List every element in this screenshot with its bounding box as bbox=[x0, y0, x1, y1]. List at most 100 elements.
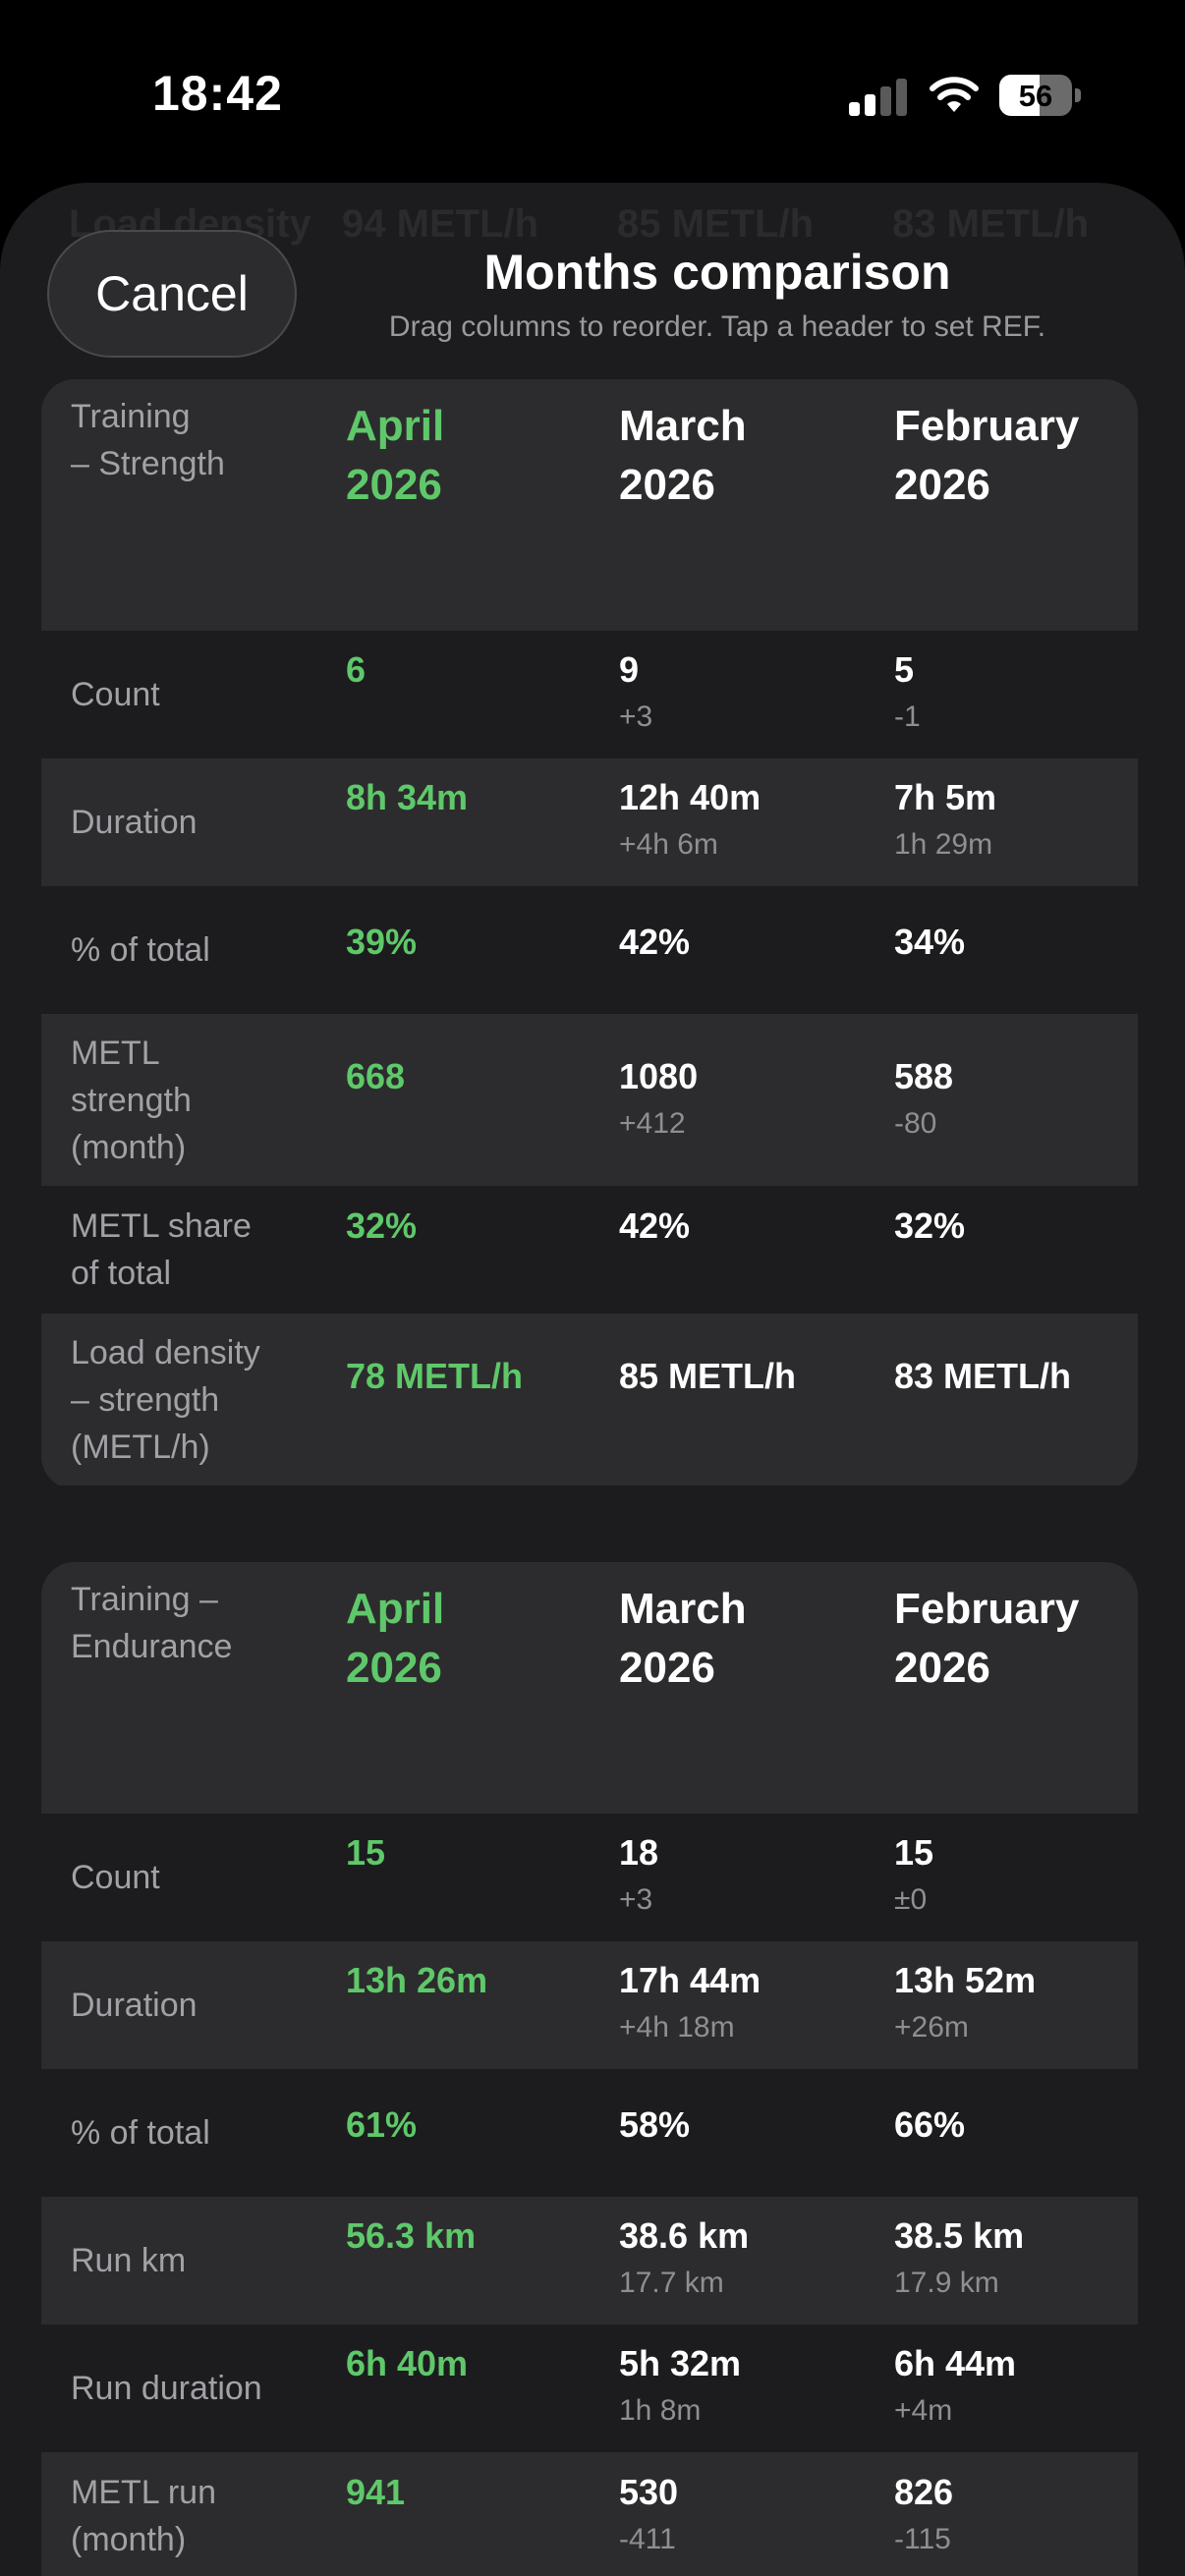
cell-delta: 17.7 km bbox=[619, 2267, 724, 2299]
table-cell: 5h 32m 1h 8m bbox=[619, 2340, 875, 2435]
table-cell: 32% bbox=[894, 1203, 1138, 1250]
page-subtitle: Drag columns to reorder. Tap a header to… bbox=[388, 310, 1046, 343]
column-header-2[interactable]: February 2026 bbox=[894, 402, 1080, 509]
table-row: Run duration 6h 40m 5h 32m 1h 8m 6h 44m +4m bbox=[41, 2324, 1138, 2452]
row-label: METL strength (month) bbox=[71, 1034, 192, 1166]
cell-delta: +3 bbox=[619, 700, 653, 733]
cell-value: 7h 5m bbox=[894, 777, 997, 817]
table-cell: 15 bbox=[346, 1829, 601, 1876]
cell-value: 15 bbox=[894, 1832, 934, 1873]
cell-delta: -80 bbox=[894, 1106, 937, 1140]
table-cell: 32% bbox=[346, 1203, 601, 1250]
cell-value: 66% bbox=[894, 2104, 966, 2145]
table-cell: 826 -115 bbox=[894, 2469, 1138, 2563]
cell-value: 13h 52m bbox=[894, 1960, 1037, 2000]
table-row: METL run (month) 941 530 -411 826 -115 bbox=[41, 2452, 1138, 2576]
table-cell: 34% bbox=[894, 919, 1138, 966]
table-cell: 85 METL/h bbox=[619, 1353, 875, 1400]
cell-value: 15 bbox=[346, 1832, 386, 1873]
table-cell: 17h 44m +4h 18m bbox=[619, 1957, 875, 2051]
cancel-button[interactable]: Cancel bbox=[47, 230, 297, 358]
cell-value: 32% bbox=[894, 1205, 966, 1246]
table-cell: 66% bbox=[894, 2101, 1138, 2149]
column-header-1[interactable]: March 2026 bbox=[619, 1585, 747, 1692]
battery-tip-icon bbox=[1075, 88, 1081, 102]
strength-comparison-table: Training – Strength April 2026 March 2026 Febr… bbox=[41, 379, 1138, 1489]
cell-delta: 1h 29m bbox=[894, 828, 993, 861]
table-cell: 6h 44m +4m bbox=[894, 2340, 1138, 2435]
table-cell: 13h 52m +26m bbox=[894, 1957, 1138, 2051]
cell-value: 530 bbox=[619, 2472, 679, 2512]
row-label: Count bbox=[71, 676, 160, 713]
row-label: Duration bbox=[71, 804, 198, 841]
table-cell: 668 bbox=[346, 1053, 601, 1100]
cell-delta: +26m bbox=[894, 2011, 969, 2044]
cellular-signal-icon bbox=[849, 79, 908, 116]
row-label: % of total bbox=[71, 2114, 210, 2152]
table-cell: 78 METL/h bbox=[346, 1353, 601, 1400]
cell-value: 5h 32m bbox=[619, 2343, 742, 2383]
table-cell: 9 +3 bbox=[619, 646, 875, 741]
cell-value: 668 bbox=[346, 1055, 406, 1096]
table-row: Count 15 18 +3 15 ±0 bbox=[41, 1814, 1138, 1941]
table-cell: 38.6 km 17.7 km bbox=[619, 2212, 875, 2307]
cell-value: 61% bbox=[346, 2104, 418, 2145]
table-cell: 39% bbox=[346, 919, 601, 966]
row-label: % of total bbox=[71, 931, 210, 969]
cell-value: 12h 40m bbox=[619, 777, 762, 817]
cell-value: 58% bbox=[619, 2104, 691, 2145]
table-row: Duration 8h 34m 12h 40m +4h 6m 7h 5m 1h 29m bbox=[41, 758, 1138, 886]
table-cell: 6 bbox=[346, 646, 601, 694]
page-title: Months comparison bbox=[483, 245, 951, 300]
table-cell: 15 ±0 bbox=[894, 1829, 1138, 1924]
battery-percent: 56 bbox=[1018, 79, 1053, 113]
column-header-ref[interactable]: April 2026 bbox=[346, 1585, 445, 1692]
cell-value: 17h 44m bbox=[619, 1960, 762, 2000]
column-header-ref[interactable]: April 2026 bbox=[346, 402, 445, 509]
cell-value: 38.6 km bbox=[619, 2215, 750, 2256]
cell-value: 39% bbox=[346, 922, 418, 962]
column-header-2[interactable]: February 2026 bbox=[894, 1585, 1080, 1692]
status-time: 18:42 bbox=[152, 66, 283, 121]
cell-value: 34% bbox=[894, 922, 966, 962]
cell-delta: +412 bbox=[619, 1106, 686, 1140]
table-cell: 588 -80 bbox=[894, 1053, 1138, 1148]
table-header-row: Training – Strength April 2026 March 2026 Febr… bbox=[41, 379, 1138, 631]
section-title: Training – Endurance bbox=[71, 1581, 233, 1665]
cell-delta: +4h 6m bbox=[619, 828, 718, 861]
table-cell: 83 METL/h bbox=[894, 1353, 1138, 1400]
cell-value: 78 METL/h bbox=[346, 1355, 524, 1396]
comparison-sheet: Load density 94 METL/h 85 METL/h 83 METL… bbox=[0, 183, 1185, 2576]
row-label: METL run (month) bbox=[71, 2474, 217, 2558]
cell-value: 6h 40m bbox=[346, 2343, 469, 2383]
table-row: METL share of total 32% 42% 32% bbox=[41, 1186, 1138, 1314]
row-label: Duration bbox=[71, 1987, 198, 2024]
table-cell: 13h 26m bbox=[346, 1957, 601, 2004]
table-row: Count 6 9 +3 5 -1 bbox=[41, 631, 1138, 758]
table-row: % of total 39% 42% 34% bbox=[41, 886, 1138, 1014]
row-label: Run km bbox=[71, 2242, 187, 2279]
cell-value: 42% bbox=[619, 922, 691, 962]
cell-delta: -411 bbox=[619, 2523, 676, 2555]
cell-delta: 1h 8m bbox=[619, 2394, 702, 2427]
cell-value: 13h 26m bbox=[346, 1960, 488, 2000]
cell-value: 588 bbox=[894, 1055, 954, 1096]
cell-value: 42% bbox=[619, 1205, 691, 1246]
table-cell: 58% bbox=[619, 2101, 875, 2149]
row-label: Load density – strength (METL/h) bbox=[71, 1333, 260, 1466]
cell-delta: -1 bbox=[894, 700, 921, 733]
column-header-1[interactable]: March 2026 bbox=[619, 402, 747, 509]
table-cell: 5 -1 bbox=[894, 646, 1138, 741]
cell-value: 18 bbox=[619, 1832, 659, 1873]
cell-delta: +3 bbox=[619, 1883, 653, 1916]
status-bar: 18:42 56 bbox=[0, 0, 1185, 187]
table-cell: 42% bbox=[619, 1203, 875, 1250]
cell-value: 6 bbox=[346, 649, 367, 690]
sheet-header: Cancel Months comparison Drag columns to… bbox=[0, 183, 1185, 369]
table-row: Run km 56.3 km 38.6 km 17.7 km 38.5 km 17.9 k… bbox=[41, 2197, 1138, 2324]
table-cell: 530 -411 bbox=[619, 2469, 875, 2563]
cell-delta: 17.9 km bbox=[894, 2267, 999, 2299]
table-cell: 61% bbox=[346, 2101, 601, 2149]
cell-delta: +4m bbox=[894, 2394, 953, 2427]
table-cell: 7h 5m 1h 29m bbox=[894, 774, 1138, 868]
